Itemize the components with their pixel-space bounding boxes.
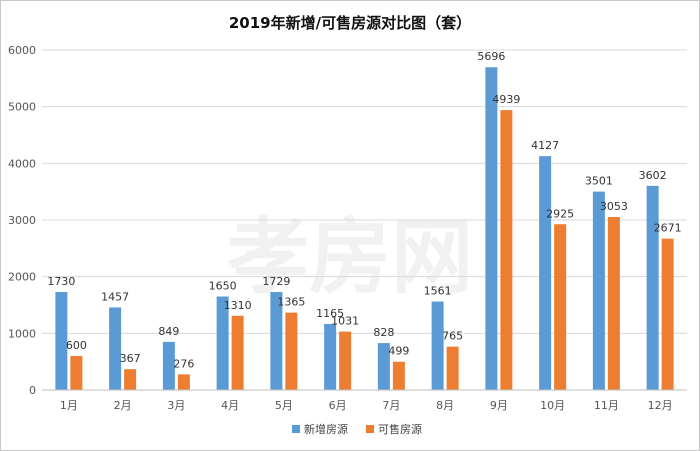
data-label: 276 bbox=[173, 357, 194, 370]
data-label: 1650 bbox=[209, 280, 237, 293]
bar-new bbox=[109, 307, 122, 390]
bar-new bbox=[270, 292, 283, 390]
data-label: 4127 bbox=[531, 139, 559, 152]
data-label: 4939 bbox=[492, 93, 520, 106]
y-tick-label: 4000 bbox=[8, 157, 36, 170]
data-label: 1310 bbox=[224, 299, 252, 312]
chart-title: 2019年新增/可售房源对比图（套） bbox=[229, 14, 471, 32]
legend: 新增房源 可售房源 bbox=[292, 422, 422, 436]
bar-new bbox=[592, 191, 605, 390]
bar-available bbox=[446, 346, 459, 390]
bar-available bbox=[285, 312, 298, 390]
data-label: 3501 bbox=[585, 175, 613, 188]
data-label: 3053 bbox=[600, 200, 628, 213]
x-tick-label: 1月 bbox=[60, 399, 78, 412]
y-tick-label: 2000 bbox=[8, 271, 36, 284]
y-tick-label: 0 bbox=[29, 384, 36, 397]
bar-available bbox=[339, 331, 352, 390]
watermark: 孝房网 bbox=[227, 210, 473, 305]
bar-available bbox=[70, 356, 83, 390]
y-tick-label: 1000 bbox=[8, 327, 36, 340]
x-tick-label: 3月 bbox=[167, 399, 185, 412]
bar-new bbox=[646, 185, 659, 390]
data-label: 600 bbox=[66, 339, 87, 352]
data-label: 849 bbox=[158, 325, 179, 338]
bar-available bbox=[392, 361, 405, 390]
bar-available bbox=[607, 216, 620, 390]
bar-available bbox=[500, 110, 513, 390]
data-label: 5696 bbox=[477, 50, 505, 63]
x-tick-label: 9月 bbox=[490, 399, 508, 412]
data-label: 1165 bbox=[316, 307, 344, 320]
data-label: 2671 bbox=[654, 222, 682, 235]
bar-new bbox=[162, 341, 175, 390]
bar-available bbox=[554, 224, 567, 390]
data-label: 1729 bbox=[262, 275, 290, 288]
legend-label: 新增房源 bbox=[304, 422, 348, 436]
data-label: 1365 bbox=[277, 296, 305, 309]
y-tick-label: 5000 bbox=[8, 101, 36, 114]
x-tick-label: 10月 bbox=[540, 399, 565, 412]
bar-new bbox=[431, 301, 444, 390]
x-tick-label: 5月 bbox=[275, 399, 293, 412]
data-label: 1031 bbox=[331, 315, 359, 328]
bar-new bbox=[55, 291, 68, 390]
y-tick-label: 6000 bbox=[8, 44, 36, 57]
bar-available bbox=[124, 369, 137, 390]
bar-new bbox=[216, 296, 229, 390]
bar-new bbox=[324, 323, 337, 390]
data-label: 1457 bbox=[101, 290, 129, 303]
bar-available bbox=[661, 238, 674, 390]
legend-swatch bbox=[292, 425, 300, 433]
x-tick-label: 11月 bbox=[594, 399, 619, 412]
legend-swatch bbox=[366, 425, 374, 433]
x-tick-label: 2月 bbox=[114, 399, 132, 412]
data-label: 2925 bbox=[546, 207, 574, 220]
data-label: 499 bbox=[388, 345, 409, 358]
bar-available bbox=[177, 374, 190, 390]
data-label: 3602 bbox=[639, 169, 667, 182]
legend-label: 可售房源 bbox=[378, 422, 422, 436]
bar-new bbox=[539, 156, 552, 390]
x-tick-label: 7月 bbox=[382, 399, 400, 412]
data-label: 828 bbox=[373, 326, 394, 339]
data-label: 1730 bbox=[47, 275, 75, 288]
data-label: 367 bbox=[120, 352, 141, 365]
data-label: 765 bbox=[442, 330, 463, 343]
y-tick-label: 3000 bbox=[8, 214, 36, 227]
x-tick-label: 4月 bbox=[221, 399, 239, 412]
bar-available bbox=[231, 315, 244, 390]
bar-new bbox=[485, 67, 498, 390]
bar-new bbox=[377, 343, 390, 390]
x-tick-label: 8月 bbox=[436, 399, 454, 412]
x-tick-label: 6月 bbox=[329, 399, 347, 412]
data-label: 1561 bbox=[424, 285, 452, 298]
x-tick-label: 12月 bbox=[648, 399, 673, 412]
